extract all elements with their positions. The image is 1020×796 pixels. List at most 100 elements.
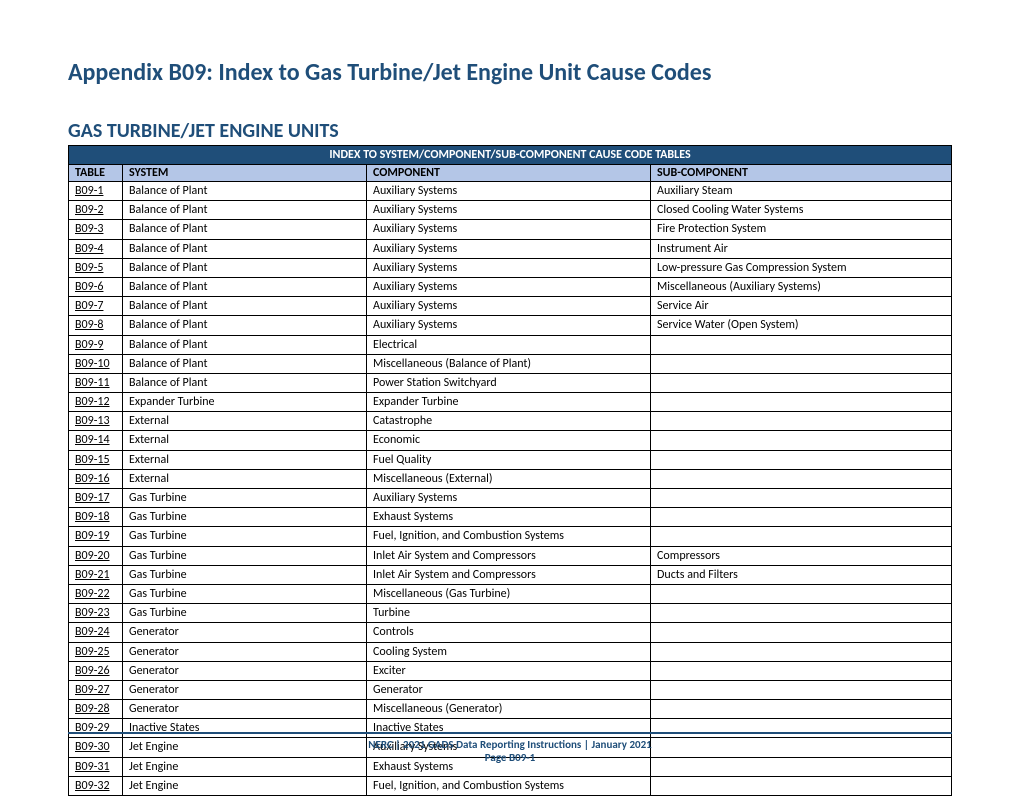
cell-subcomponent: [651, 450, 952, 469]
table-id-link[interactable]: B09-18: [75, 510, 110, 524]
cell-table-id: B09-26: [69, 661, 123, 680]
table-id-link[interactable]: B09-19: [75, 529, 110, 543]
cell-component: Economic: [367, 431, 651, 450]
cell-table-id: B09-5: [69, 258, 123, 277]
table-row: B09-15ExternalFuel Quality: [69, 450, 952, 469]
cell-system: External: [123, 450, 367, 469]
cell-component: Auxiliary Systems: [367, 489, 651, 508]
footer-line-2: Page B09-1: [68, 751, 952, 764]
cell-table-id: B09-20: [69, 546, 123, 565]
cell-component: Fuel, Ignition, and Combustion Systems: [367, 776, 651, 795]
table-id-link[interactable]: B09-24: [75, 625, 110, 639]
cell-table-id: B09-32: [69, 776, 123, 795]
table-id-link[interactable]: B09-17: [75, 491, 110, 505]
cell-component: Auxiliary Systems: [367, 297, 651, 316]
table-id-link[interactable]: B09-20: [75, 549, 110, 563]
cell-subcomponent: [651, 508, 952, 527]
cell-table-id: B09-11: [69, 373, 123, 392]
table-row: B09-25GeneratorCooling System: [69, 642, 952, 661]
cell-table-id: B09-4: [69, 239, 123, 258]
table-id-link[interactable]: B09-14: [75, 433, 110, 447]
col-header-system: SYSTEM: [123, 165, 367, 182]
cell-system: Generator: [123, 680, 367, 699]
cell-system: Balance of Plant: [123, 335, 367, 354]
cell-subcomponent: [651, 584, 952, 603]
table-id-link[interactable]: B09-22: [75, 587, 110, 601]
table-id-link[interactable]: B09-7: [75, 299, 103, 313]
cell-system: Gas Turbine: [123, 584, 367, 603]
table-row: B09-11Balance of PlantPower Station Swit…: [69, 373, 952, 392]
cell-component: Controls: [367, 623, 651, 642]
table-id-link[interactable]: B09-28: [75, 702, 110, 716]
table-id-link[interactable]: B09-6: [75, 280, 103, 294]
cell-table-id: B09-8: [69, 316, 123, 335]
table-row: B09-32 Jet EngineFuel, Ignition, and Comb…: [69, 776, 952, 795]
cell-subcomponent: [651, 680, 952, 699]
cell-component: Exciter: [367, 661, 651, 680]
cell-subcomponent: Service Air: [651, 297, 952, 316]
cell-system: Jet Engine: [123, 776, 367, 795]
cell-table-id: B09-28: [69, 700, 123, 719]
table-id-link[interactable]: B09-13: [75, 414, 110, 428]
cell-table-id: B09-23: [69, 604, 123, 623]
table-id-link[interactable]: B09-9: [75, 338, 103, 352]
table-id-link[interactable]: B09-1: [75, 184, 103, 198]
table-id-link[interactable]: B09-8: [75, 318, 103, 332]
cell-subcomponent: [651, 373, 952, 392]
table-id-link[interactable]: B09-11: [75, 376, 110, 390]
cell-table-id: B09-12: [69, 393, 123, 412]
cell-subcomponent: [651, 412, 952, 431]
cell-subcomponent: [651, 393, 952, 412]
cell-component: Expander Turbine: [367, 393, 651, 412]
table-banner-row: INDEX TO SYSTEM/COMPONENT/SUB-COMPONENT …: [69, 146, 952, 165]
table-id-link[interactable]: B09-23: [75, 606, 110, 620]
table-id-link[interactable]: B09-10: [75, 357, 110, 371]
cell-component: Auxiliary Systems: [367, 316, 651, 335]
table-id-link[interactable]: B09-25: [75, 645, 110, 659]
table-id-link[interactable]: B09-3: [75, 222, 103, 236]
table-id-link[interactable]: B09-5: [75, 261, 103, 275]
table-row: B09-1Balance of PlantAuxiliary SystemsAu…: [69, 182, 952, 201]
table-id-link[interactable]: B09-32: [75, 779, 110, 793]
cell-table-id: B09-6: [69, 277, 123, 296]
cell-subcomponent: [651, 776, 952, 795]
table-id-link[interactable]: B09-21: [75, 568, 110, 582]
cell-system: External: [123, 469, 367, 488]
cell-component: Fuel, Ignition, and Combustion Systems: [367, 527, 651, 546]
cell-table-id: B09-16: [69, 469, 123, 488]
cell-subcomponent: [651, 354, 952, 373]
table-row: B09-17Gas TurbineAuxiliary Systems: [69, 489, 952, 508]
table-row: B09-28GeneratorMiscellaneous (Generator): [69, 700, 952, 719]
section-title: GAS TURBINE/JET ENGINE UNITS: [68, 119, 952, 143]
cell-subcomponent: [651, 642, 952, 661]
table-id-link[interactable]: B09-27: [75, 683, 110, 697]
table-id-link[interactable]: B09-26: [75, 664, 110, 678]
table-header-row: TABLE SYSTEM COMPONENT SUB-COMPONENT: [69, 165, 952, 182]
table-row: B09-23Gas TurbineTurbine: [69, 604, 952, 623]
table-id-link[interactable]: B09-4: [75, 242, 103, 256]
cell-component: Electrical: [367, 335, 651, 354]
cell-system: Gas Turbine: [123, 527, 367, 546]
cell-subcomponent: [651, 661, 952, 680]
cell-component: Generator: [367, 680, 651, 699]
table-row: B09-18Gas TurbineExhaust Systems: [69, 508, 952, 527]
footer-line-1: NERC | 2021 GADS Data Reporting Instruct…: [68, 738, 952, 751]
table-row: B09-24GeneratorControls: [69, 623, 952, 642]
table-id-link[interactable]: B09-2: [75, 203, 103, 217]
table-id-link[interactable]: B09-16: [75, 472, 110, 486]
cell-subcomponent: Auxiliary Steam: [651, 182, 952, 201]
table-row: B09-22Gas TurbineMiscellaneous (Gas Turb…: [69, 584, 952, 603]
table-row: B09-8Balance of PlantAuxiliary SystemsSe…: [69, 316, 952, 335]
table-row: B09-20Gas TurbineInlet Air System and Co…: [69, 546, 952, 565]
cell-system: Balance of Plant: [123, 373, 367, 392]
cell-component: Turbine: [367, 604, 651, 623]
table-id-link[interactable]: B09-12: [75, 395, 110, 409]
table-row: B09-9 Balance of PlantElectrical: [69, 335, 952, 354]
cell-subcomponent: [651, 623, 952, 642]
cell-system: External: [123, 412, 367, 431]
table-id-link[interactable]: B09-15: [75, 453, 110, 467]
col-header-component: COMPONENT: [367, 165, 651, 182]
table-row: B09-7Balance of PlantAuxiliary SystemsSe…: [69, 297, 952, 316]
cell-table-id: B09-18: [69, 508, 123, 527]
table-row: B09-4Balance of PlantAuxiliary SystemsIn…: [69, 239, 952, 258]
